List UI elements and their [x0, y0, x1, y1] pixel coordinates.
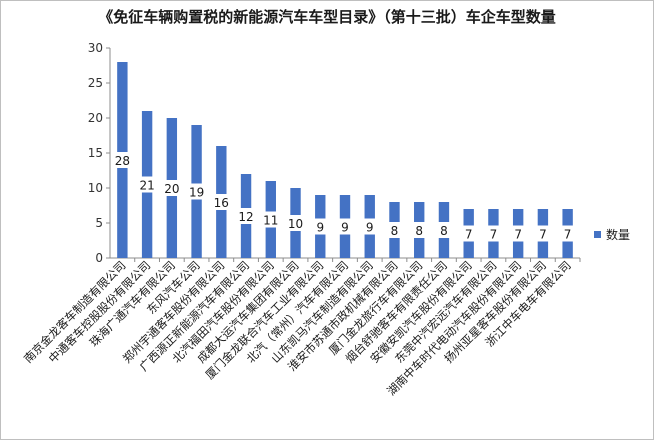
y-tick-label: 25 — [88, 76, 103, 90]
data-label-box — [186, 183, 207, 200]
data-label: 9 — [341, 221, 349, 235]
data-label-box — [384, 222, 405, 238]
data-label-box — [359, 218, 380, 235]
data-label: 20 — [164, 182, 179, 196]
x-tick-label: 南京金龙客车制造有限公司 — [21, 258, 128, 365]
data-label: 10 — [288, 217, 303, 231]
data-label: 7 — [514, 228, 522, 242]
data-label-box — [112, 152, 133, 168]
data-label: 8 — [440, 224, 448, 238]
legend-swatch — [594, 231, 601, 238]
y-tick-label: 5 — [95, 216, 103, 230]
data-label: 9 — [366, 221, 374, 235]
data-label-box — [557, 225, 578, 242]
y-tick-label: 20 — [88, 111, 103, 125]
data-label: 7 — [539, 228, 547, 242]
data-label-box — [236, 208, 257, 224]
data-label-box — [260, 211, 281, 228]
data-label-box — [458, 225, 479, 242]
y-tick-label: 0 — [95, 251, 103, 265]
chart-title: 《免征车辆购置税的新能源汽车车型目录》（第十三批）车企车型数量 — [98, 8, 556, 26]
data-label-box — [409, 222, 430, 238]
data-label: 11 — [263, 214, 278, 228]
data-label-box — [335, 218, 355, 235]
data-label: 19 — [189, 186, 204, 200]
data-label-box — [310, 218, 331, 235]
data-label-box — [211, 194, 232, 210]
data-label-box — [161, 180, 182, 196]
data-label: 8 — [391, 224, 399, 238]
data-label-box — [483, 225, 504, 242]
legend-label: 数量 — [606, 227, 630, 242]
y-tick-label: 10 — [88, 181, 103, 195]
data-label: 7 — [490, 228, 498, 242]
y-tick-label: 15 — [88, 146, 103, 160]
data-label-box — [508, 225, 529, 242]
data-label-box — [433, 222, 454, 238]
data-label-box — [532, 225, 553, 242]
data-label: 9 — [316, 221, 324, 235]
y-tick-label: 30 — [88, 41, 103, 55]
data-label: 28 — [115, 154, 130, 168]
data-label: 7 — [564, 228, 572, 242]
data-label-box — [285, 215, 306, 231]
data-label: 7 — [465, 228, 473, 242]
data-label: 21 — [139, 179, 154, 193]
data-label: 12 — [238, 210, 253, 224]
data-label: 8 — [415, 224, 423, 238]
data-label-box — [137, 176, 158, 193]
data-label: 16 — [214, 196, 229, 210]
